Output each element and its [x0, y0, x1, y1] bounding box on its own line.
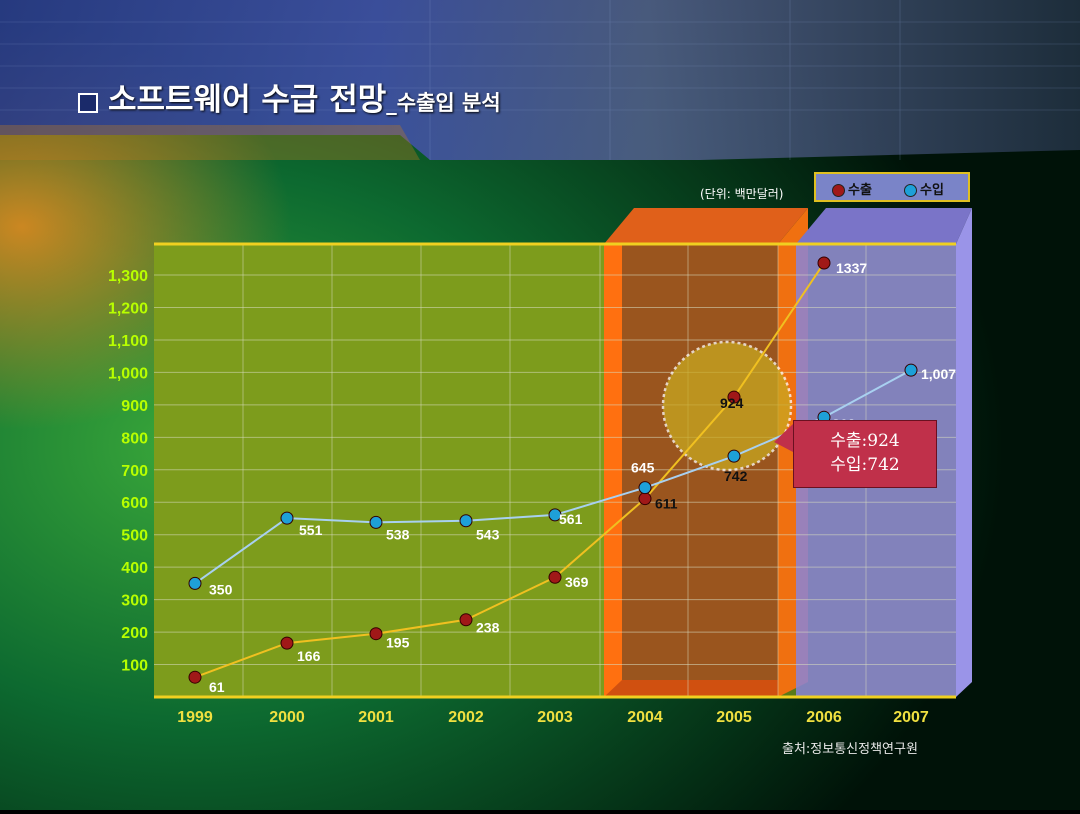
y-tick-label: 200: [121, 625, 148, 642]
y-tick-label: 700: [121, 463, 148, 480]
export-data-label: 166: [297, 648, 321, 664]
x-tick-label: 2003: [537, 709, 573, 726]
band-left-edge: [604, 244, 622, 697]
export-point: [369, 627, 383, 641]
slide-title: 소프트웨어 수급 전망_수출입 분석: [78, 74, 501, 119]
import-point: [727, 449, 741, 463]
import-point: [638, 481, 652, 495]
y-tick-label: 1,000: [108, 365, 148, 382]
export-data-label: 61: [209, 679, 225, 695]
export-data-label: 369: [565, 574, 589, 590]
export-data-label: 238: [476, 620, 500, 636]
legend-item-export: 수출: [832, 179, 872, 198]
x-tick-label: 2000: [269, 709, 305, 726]
legend-item-import: 수입: [904, 179, 944, 198]
x-tick-label: 1999: [177, 709, 213, 726]
callout-line-2: 수입:742: [830, 455, 900, 475]
export-marker-icon: [832, 184, 845, 197]
callout-pointer: [774, 424, 793, 452]
x-tick-label: 2001: [358, 709, 394, 726]
checkbox-bullet-icon: [78, 92, 98, 113]
y-tick-label: 1,200: [108, 300, 148, 317]
x-tick-label: 2004: [627, 709, 663, 726]
y-tick-label: 500: [121, 528, 148, 545]
band-top-purple: [796, 208, 972, 244]
plot-highlight-left: [154, 244, 604, 697]
source-label: 출처:정보통신정책연구원: [782, 742, 918, 757]
import-data-label: 1,007: [921, 366, 956, 382]
import-point: [369, 515, 383, 529]
export-data-label: 1337: [836, 260, 867, 276]
y-tick-label: 800: [121, 430, 148, 447]
export-point: [188, 670, 202, 684]
band-side-purple: [956, 208, 972, 697]
y-tick-label: 1,100: [108, 333, 148, 350]
legend: 수출 수입: [814, 172, 970, 202]
x-tick-label: 2002: [448, 709, 484, 726]
export-point: [548, 570, 562, 584]
export-point: [727, 390, 741, 404]
legend-label-import: 수입: [920, 183, 944, 198]
import-point: [280, 511, 294, 525]
import-data-label: 538: [386, 526, 410, 542]
y-tick-label: 900: [121, 398, 148, 415]
import-data-label: 561: [559, 511, 583, 527]
export-data-label: 924: [720, 395, 744, 411]
y-tick-label: 300: [121, 593, 148, 610]
unit-label: (단위: 백만달러): [700, 187, 784, 201]
y-tick-label: 100: [121, 658, 148, 675]
import-marker-icon: [904, 184, 917, 197]
import-data-label: 350: [209, 581, 233, 597]
x-tick-label: 2007: [893, 709, 929, 726]
x-tick-label: 2005: [716, 709, 752, 726]
title-main: 소프트웨어 수급 전망: [108, 82, 387, 118]
import-data-label: 543: [476, 527, 500, 543]
import-point: [904, 363, 918, 377]
title-sub: _수출입 분석: [386, 91, 501, 115]
export-point: [638, 492, 652, 506]
callout-line-1: 수출:924: [830, 431, 900, 451]
export-point: [817, 256, 831, 270]
band-top-orange: [604, 208, 808, 244]
import-point: [459, 514, 473, 528]
y-tick-label: 400: [121, 560, 148, 577]
import-point: [188, 576, 202, 590]
import-point: [548, 508, 562, 522]
export-line: [194, 262, 825, 679]
import-data-label: 645: [631, 460, 655, 476]
export-data-label: 611: [655, 496, 678, 512]
import-data-label: 742: [724, 468, 748, 484]
import-data-label: 551: [299, 522, 323, 538]
export-point: [280, 636, 294, 650]
export-point: [459, 613, 473, 627]
legend-label-export: 수출: [848, 183, 872, 198]
y-tick-label: 1,300: [108, 268, 148, 285]
y-tick-label: 600: [121, 495, 148, 512]
callout-box: 수출:924 수입:742: [793, 420, 937, 488]
x-tick-label: 2006: [806, 709, 842, 726]
export-data-label: 195: [386, 635, 410, 651]
band-bottom-orange: [604, 680, 778, 697]
